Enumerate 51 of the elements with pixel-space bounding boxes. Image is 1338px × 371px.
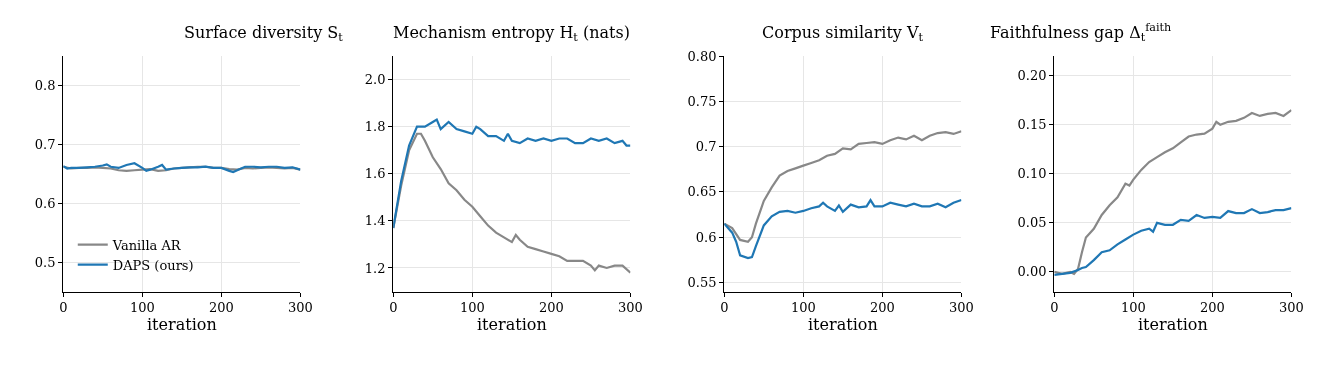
chart-title: Surface diversity S$_{t}$	[184, 23, 344, 45]
y-tick-label: 1.2	[364, 260, 386, 276]
legend-label: DAPS (ours)	[112, 257, 194, 273]
x-tick-label: 200	[869, 300, 895, 316]
y-tick-label: 1.4	[364, 213, 386, 229]
x-axis-title: iteration	[477, 315, 547, 335]
line-series	[724, 130, 962, 243]
x-tick-label: 100	[790, 300, 816, 316]
line-series	[1054, 108, 1292, 275]
line-series	[393, 118, 631, 230]
y-tick-label: 0.7	[695, 139, 717, 155]
y-tick-label: 0.00	[1017, 264, 1047, 280]
x-tick-label: 300	[618, 300, 643, 316]
x-tick-label: 0	[59, 300, 68, 316]
x-tick-label: 200	[1199, 300, 1225, 316]
line-series	[724, 198, 962, 260]
x-tick-label: 100	[1120, 300, 1146, 316]
legend-label: Vanilla AR	[111, 237, 182, 253]
x-tick-label: 100	[129, 300, 155, 316]
y-tick-label: 0.20	[1017, 68, 1047, 84]
x-tick-label: 200	[208, 300, 234, 316]
x-tick-label: 0	[720, 300, 729, 316]
y-tick-label: 0.15	[1017, 117, 1047, 133]
x-tick-label: 300	[949, 300, 974, 316]
y-tick-label: 1.8	[364, 119, 386, 135]
y-tick-label: 0.80	[687, 48, 717, 64]
x-tick-label: 100	[459, 300, 485, 316]
line-series	[393, 132, 631, 274]
x-tick-label: 300	[288, 300, 313, 316]
x-tick-label: 0	[1050, 300, 1059, 316]
x-axis-title: iteration	[1138, 315, 1208, 335]
y-tick-label: 1.6	[364, 166, 386, 182]
y-tick-label: 0.6	[34, 195, 56, 211]
x-tick-label: 0	[389, 300, 398, 316]
y-tick-label: 0.8	[34, 78, 56, 94]
y-tick-label: 2.0	[364, 72, 386, 88]
y-tick-label: 0.65	[687, 184, 717, 200]
x-tick-label: 200	[538, 300, 564, 316]
chart-title: Corpus similarity V$_{t}$	[762, 23, 924, 45]
y-tick-label: 0.75	[687, 93, 717, 109]
x-axis-title: iteration	[147, 315, 217, 335]
y-tick-label: 0.55	[687, 275, 717, 291]
y-tick-label: 0.6	[695, 229, 717, 245]
y-tick-label: 0.10	[1017, 166, 1047, 182]
y-tick-label: 0.7	[34, 136, 56, 152]
y-tick-label: 0.05	[1017, 215, 1047, 231]
x-tick-label: 300	[1279, 300, 1304, 316]
chart-title: Mechanism entropy H$_{t}$ (nats)	[393, 23, 630, 45]
y-tick-label: 0.5	[34, 254, 56, 270]
line-series	[1054, 207, 1292, 276]
x-axis-title: iteration	[808, 315, 878, 335]
